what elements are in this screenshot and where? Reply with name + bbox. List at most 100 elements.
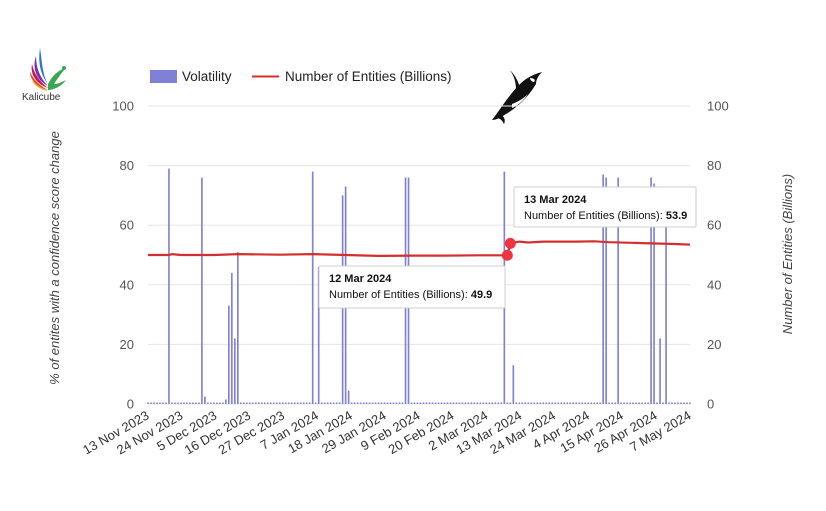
volatility-bar[interactable] [683,402,685,404]
volatility-bar[interactable] [237,252,239,404]
volatility-bar[interactable] [437,402,440,404]
volatility-bar[interactable] [335,402,338,404]
volatility-bar[interactable] [183,402,185,404]
volatility-bar[interactable] [156,402,158,404]
volatility-bar[interactable] [590,402,593,404]
volatility-bar[interactable] [314,402,317,404]
volatility-bar[interactable] [165,402,167,404]
volatility-bar[interactable] [242,402,245,404]
volatility-bar[interactable] [257,402,260,404]
volatility-bar[interactable] [228,305,230,404]
volatility-bar[interactable] [476,402,479,404]
volatility-bar[interactable] [470,402,473,404]
volatility-bar[interactable] [365,402,368,404]
volatility-bar[interactable] [557,402,560,404]
volatility-bar[interactable] [192,402,194,404]
volatility-bar[interactable] [219,402,221,404]
volatility-bar[interactable] [371,402,374,404]
volatility-bar[interactable] [524,402,527,404]
volatility-bar[interactable] [650,177,652,404]
volatility-bar[interactable] [275,402,278,404]
volatility-bar[interactable] [644,402,646,404]
volatility-bar[interactable] [485,402,488,404]
volatility-bar[interactable] [210,402,212,404]
volatility-bar[interactable] [350,402,353,404]
volatility-bar[interactable] [512,365,515,404]
volatility-bar[interactable] [434,402,437,404]
volatility-bar[interactable] [668,402,670,404]
volatility-bar[interactable] [380,402,383,404]
volatility-bar[interactable] [533,402,536,404]
volatility-bar[interactable] [575,402,578,404]
volatility-bar[interactable] [584,402,587,404]
volatility-bar[interactable] [323,402,326,404]
volatility-bar[interactable] [659,338,661,404]
volatility-bar[interactable] [338,402,341,404]
volatility-bar[interactable] [168,168,170,404]
volatility-bar[interactable] [177,402,179,404]
volatility-bar[interactable] [401,402,404,404]
volatility-bar[interactable] [359,402,362,404]
volatility-bar[interactable] [248,402,251,404]
volatility-bar[interactable] [362,402,365,404]
volatility-bar[interactable] [320,402,323,404]
volatility-bar[interactable] [356,402,359,404]
volatility-bar[interactable] [159,402,161,404]
volatility-bar[interactable] [686,402,688,404]
volatility-bar[interactable] [617,177,619,404]
highlight-point[interactable] [501,249,513,261]
volatility-bar[interactable] [251,402,254,404]
highlight-point[interactable] [504,237,516,249]
volatility-bar[interactable] [674,402,676,404]
volatility-bar[interactable] [671,402,673,404]
volatility-bar[interactable] [626,402,628,404]
volatility-bar[interactable] [195,402,197,404]
volatility-bar[interactable] [308,402,311,404]
volatility-bar[interactable] [317,266,320,404]
volatility-bar[interactable] [240,402,242,404]
volatility-bar[interactable] [587,402,590,404]
volatility-bar[interactable] [266,402,269,404]
volatility-bar[interactable] [443,402,446,404]
volatility-bar[interactable] [150,402,152,404]
volatility-bar[interactable] [278,402,281,404]
volatility-bar[interactable] [284,402,287,404]
volatility-bar[interactable] [509,402,512,404]
volatility-bar[interactable] [530,402,533,404]
volatility-bar[interactable] [449,402,452,404]
volatility-bar[interactable] [572,402,575,404]
volatility-bar[interactable] [326,402,329,404]
volatility-bar[interactable] [180,402,182,404]
volatility-bar[interactable] [662,402,664,404]
volatility-bar[interactable] [431,402,434,404]
volatility-bar[interactable] [563,402,566,404]
volatility-bar[interactable] [311,171,314,404]
volatility-bar[interactable] [593,402,596,404]
volatility-bar[interactable] [689,402,691,404]
entities-line-path[interactable] [148,240,691,258]
volatility-bar[interactable] [647,402,649,404]
volatility-bar[interactable] [222,402,224,404]
volatility-bar[interactable] [536,402,539,404]
volatility-bar[interactable] [569,402,572,404]
volatility-bar[interactable] [611,402,613,404]
volatility-bar[interactable] [506,402,509,404]
volatility-bar[interactable] [620,402,622,404]
volatility-bar[interactable] [413,402,416,404]
volatility-bar[interactable] [479,402,482,404]
volatility-bar[interactable] [422,402,425,404]
volatility-bar[interactable] [548,402,551,404]
volatility-bar[interactable] [302,402,305,404]
volatility-bar[interactable] [425,402,428,404]
volatility-bar[interactable] [245,402,248,404]
volatility-bar[interactable] [473,402,476,404]
volatility-bar[interactable] [602,174,604,404]
volatility-bar[interactable] [329,402,332,404]
volatility-bar[interactable] [389,402,392,404]
volatility-bar[interactable] [377,402,380,404]
volatility-bar[interactable] [452,402,455,404]
legend-swatch-volatility[interactable] [150,70,177,83]
volatility-bar[interactable] [332,402,335,404]
volatility-bar[interactable] [599,402,601,404]
volatility-bar[interactable] [398,402,401,404]
